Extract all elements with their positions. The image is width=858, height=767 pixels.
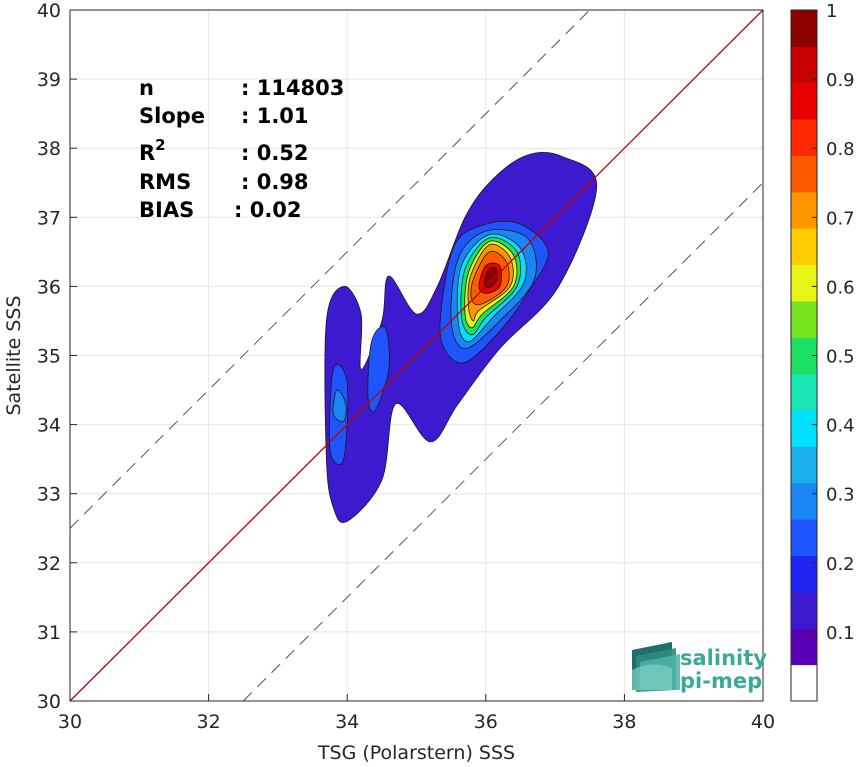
x-tick-label-40: 40 (751, 711, 775, 733)
stat-label-1: Slope (139, 104, 205, 128)
colorbar-segment-11 (791, 264, 817, 302)
colorbar-tick-label-0.1: 0.1 (826, 623, 855, 644)
y-tick-label-34: 34 (37, 415, 61, 437)
colorbar-tick-label-0.2: 0.2 (826, 554, 855, 575)
colorbar-tick-label-0.3: 0.3 (826, 485, 855, 506)
x-tick-label-32: 32 (197, 711, 221, 733)
colorbar-segment-18 (791, 10, 817, 47)
contour-level-0.2-2 (367, 326, 390, 413)
colorbar-segment-0 (791, 664, 817, 702)
one-to-one-line (69, 9, 764, 702)
logo-mark-icon (632, 642, 680, 692)
upper-bound-dashed-line (69, 9, 591, 529)
colorbar-tick-label-0.4: 0.4 (826, 416, 855, 437)
colorbar-segment-8 (791, 373, 817, 411)
colorbar-segment-6 (791, 446, 817, 484)
y-tick-label-32: 32 (37, 553, 61, 575)
stat-superscript: 2 (155, 136, 165, 154)
stat-value-1: : 1.01 (241, 104, 309, 128)
stat-value-0: : 114803 (241, 76, 344, 100)
x-tick-label-36: 36 (474, 711, 498, 733)
y-tick-label-31: 31 (37, 622, 61, 644)
colorbar-tick-label-1: 1 (826, 1, 837, 22)
salinity-pi-mep-logo: salinity pi-mep (632, 642, 767, 693)
colorbar-segment-15 (791, 119, 817, 156)
y-tick-label-37: 37 (37, 207, 61, 229)
colorbar-segment-3 (791, 555, 817, 593)
y-tick-label-30: 30 (37, 691, 61, 713)
stat-label-4: BIAS (139, 198, 194, 222)
y-tick-label-35: 35 (37, 346, 61, 368)
x-axis-label: TSG (Polarstern) SSS (317, 742, 515, 764)
contour-level-0.3-4 (332, 389, 347, 422)
x-tick-label-30: 30 (58, 711, 82, 733)
colorbar-tick-label-0.5: 0.5 (826, 347, 855, 368)
stat-value-3: : 0.98 (241, 170, 309, 194)
colorbar-segment-10 (791, 300, 817, 338)
y-tick-label-38: 38 (37, 138, 61, 160)
x-tick-label-38: 38 (612, 711, 636, 733)
x-axis-ticks: 30 32 34 36 38 40 (58, 694, 775, 733)
colorbar: 0.1 0.2 0.3 0.4 0.5 0.6 0.7 0.8 0.9 1 (790, 1, 855, 702)
logo-line1: salinity (680, 646, 767, 670)
colorbar-segment-13 (791, 191, 817, 229)
stat-label-3: RMS (139, 170, 191, 194)
reference-lines (69, 9, 764, 702)
y-tick-label-40: 40 (37, 0, 61, 22)
colorbar-segment-7 (791, 410, 817, 447)
y-tick-label-33: 33 (37, 484, 61, 506)
colorbar-tick-label-0.6: 0.6 (826, 277, 855, 298)
colorbar-segment-4 (791, 519, 817, 557)
colorbar-segment-17 (791, 46, 817, 84)
colorbar-segment-2 (791, 591, 817, 629)
lower-bound-dashed-line (242, 182, 764, 702)
stat-label-0: n (139, 76, 154, 100)
colorbar-segment-1 (791, 628, 817, 666)
density-contours (324, 152, 598, 523)
colorbar-tick-label-0.7: 0.7 (826, 208, 855, 229)
y-axis-ticks: 30 31 32 33 34 35 36 37 38 39 40 (37, 0, 77, 713)
x-tick-label-34: 34 (335, 711, 359, 733)
stat-value-2: : 0.52 (241, 141, 309, 165)
colorbar-segment-14 (791, 155, 817, 193)
logo-line2: pi-mep (680, 669, 762, 693)
colorbar-segment-16 (791, 82, 817, 120)
colorbar-segment-12 (791, 228, 817, 266)
y-tick-label-39: 39 (37, 69, 61, 91)
colorbar-tick-label-0.8: 0.8 (826, 139, 855, 160)
colorbar-segment-5 (791, 482, 817, 520)
stat-value-4: : 0.02 (234, 198, 302, 222)
y-axis-label: Satellite SSS (3, 295, 25, 415)
y-tick-label-36: 36 (37, 276, 61, 298)
colorbar-tick-label-0.9: 0.9 (826, 70, 855, 91)
